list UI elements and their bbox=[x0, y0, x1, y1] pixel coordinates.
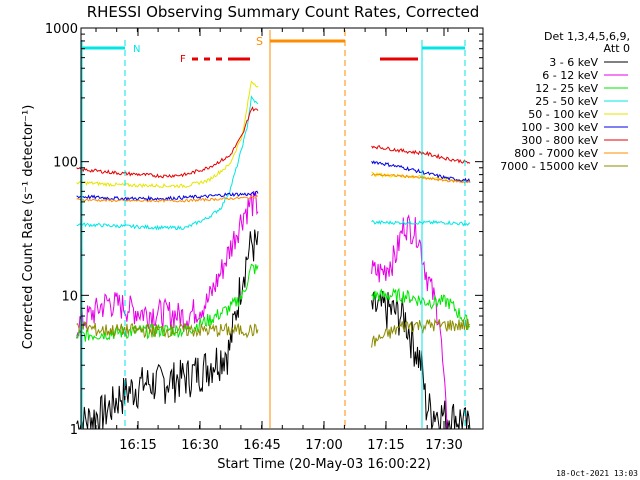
y-tick-label: 1 bbox=[70, 423, 78, 438]
marker-f-label: F bbox=[180, 54, 186, 65]
legend-label-8: 800 - 7000 keV bbox=[514, 147, 598, 160]
series-line-9-b bbox=[371, 318, 470, 348]
series-line-4-a bbox=[76, 95, 259, 231]
series-line-6-b bbox=[371, 160, 471, 183]
plot-area bbox=[76, 30, 471, 430]
legend-label-5: 50 - 100 keV bbox=[528, 108, 598, 121]
series-line-6-a bbox=[76, 190, 259, 202]
legend-label-2: 6 - 12 keV bbox=[542, 69, 598, 82]
x-tick-label: 16:30 bbox=[181, 438, 218, 453]
series-line-1-a bbox=[76, 229, 259, 430]
series-line-5-a bbox=[76, 80, 259, 189]
x-tick-label: 16:45 bbox=[243, 438, 280, 453]
marker-s-label: S bbox=[256, 35, 263, 48]
legend-header-line1: Det 1,3,4,5,6,9, bbox=[544, 30, 630, 43]
chart-title: RHESSI Observing Summary Count Rates, Co… bbox=[87, 3, 480, 21]
legend-label-1: 3 - 6 keV bbox=[549, 56, 598, 69]
marker-n-label: N bbox=[133, 44, 140, 55]
x-axis-label: Start Time (20-May-03 16:00:22) bbox=[217, 457, 431, 472]
y-tick-label: 100 bbox=[53, 156, 78, 171]
legend-label-9: 7000 - 15000 keV bbox=[500, 160, 598, 173]
x-tick-label: 17:00 bbox=[305, 438, 342, 453]
legend-label-6: 100 - 300 keV bbox=[521, 121, 598, 134]
y-tick-label: 10 bbox=[61, 289, 78, 304]
series-line-9-a bbox=[76, 320, 259, 339]
series-line-1-b bbox=[371, 291, 471, 430]
series-line-2-a bbox=[76, 190, 259, 339]
x-tick-label: 17:30 bbox=[425, 438, 462, 453]
series-line-8-a bbox=[76, 195, 259, 203]
y-axis-label: Corrected Count Rate (s⁻¹ detector⁻¹) bbox=[21, 105, 36, 350]
axes: 1 10 100 1000 16:15 16:30 16:45 17:00 17:15 17:30 bbox=[45, 22, 483, 453]
timestamp: 18-Oct-2021 13:03 bbox=[556, 469, 638, 478]
x-tick-label: 16:15 bbox=[119, 438, 156, 453]
series-line-3-a bbox=[76, 263, 259, 342]
series-line-4-b bbox=[371, 219, 471, 227]
x-tick-label: 17:15 bbox=[367, 438, 404, 453]
y-tick-label: 1000 bbox=[45, 22, 78, 37]
series-line-3-b bbox=[371, 287, 471, 331]
legend-label-7: 300 - 800 keV bbox=[521, 134, 598, 147]
series-line-7-a bbox=[76, 106, 259, 179]
legend-header-line2: Att 0 bbox=[604, 42, 630, 55]
series-line-8-b bbox=[371, 173, 471, 184]
series-line-7-b bbox=[371, 145, 471, 164]
legend-label-4: 25 - 50 keV bbox=[535, 95, 598, 108]
legend-label-3: 12 - 25 keV bbox=[535, 82, 598, 95]
